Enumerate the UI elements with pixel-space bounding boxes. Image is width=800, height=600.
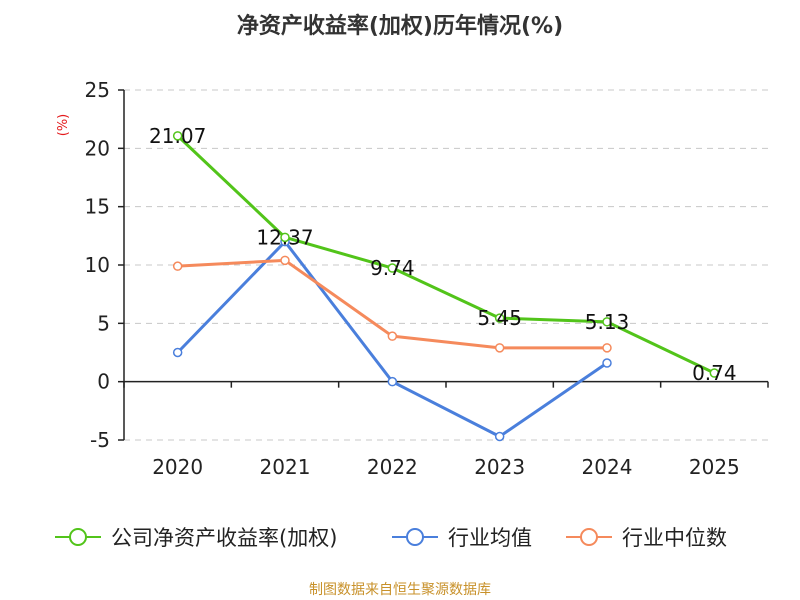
data-label: 9.74 (370, 256, 415, 280)
y-tick-label: -5 (90, 428, 110, 452)
data-label: 12.37 (256, 225, 313, 249)
legend-label: 公司净资产收益率(加权) (111, 526, 337, 550)
data-label-layer: 21.07 12.37 9.74 5.45 5.13 0.74 (149, 124, 737, 385)
y-axis-unit-label: (%) (56, 114, 71, 137)
x-tick-label: 2022 (367, 455, 418, 479)
grid-layer (124, 89, 768, 441)
legend-label: 行业中位数 (622, 526, 727, 550)
data-point (280, 232, 290, 243)
y-tick-label: 15 (85, 195, 110, 219)
data-point (387, 376, 398, 387)
y-tick-label: 5 (97, 311, 110, 335)
data-point (172, 261, 183, 271)
chart-title: 净资产收益率(加权)历年情况(%) (237, 13, 563, 39)
data-point (709, 368, 720, 378)
source-note: 制图数据来自恒生聚源数据库 (309, 582, 491, 598)
x-tick-label: 2023 (474, 455, 525, 479)
data-point (602, 358, 612, 368)
data-label: 5.13 (585, 310, 630, 334)
y-tick-label: 10 (85, 253, 110, 277)
x-tick-label: 2024 (582, 455, 633, 479)
x-tick-label: 2021 (260, 455, 311, 479)
data-point (172, 347, 183, 358)
data-point (602, 343, 612, 353)
legend-marker (69, 528, 87, 546)
y-tick-label: 20 (85, 136, 110, 160)
x-tick-label: 2020 (152, 455, 203, 479)
x-tick-label: 2025 (689, 455, 740, 479)
data-point (602, 317, 612, 327)
legend-label: 行业均值 (448, 526, 532, 550)
data-point (494, 343, 505, 353)
data-point (494, 313, 505, 323)
data-point (387, 263, 398, 273)
series-layer (172, 131, 720, 442)
legend: 公司净资产收益率(加权) 行业均值 行业中位数 (55, 526, 727, 550)
data-point (280, 255, 290, 266)
legend-marker (580, 528, 598, 546)
data-label: 0.74 (692, 361, 737, 385)
data-label: 21.07 (149, 124, 206, 148)
series-line (176, 134, 715, 375)
y-tick-label: 0 (97, 370, 110, 394)
data-point (494, 431, 505, 442)
legend-marker (406, 528, 424, 546)
data-point (387, 331, 398, 341)
data-label: 5.45 (477, 306, 522, 330)
y-tick-label: 25 (85, 78, 110, 102)
data-point (172, 131, 183, 141)
